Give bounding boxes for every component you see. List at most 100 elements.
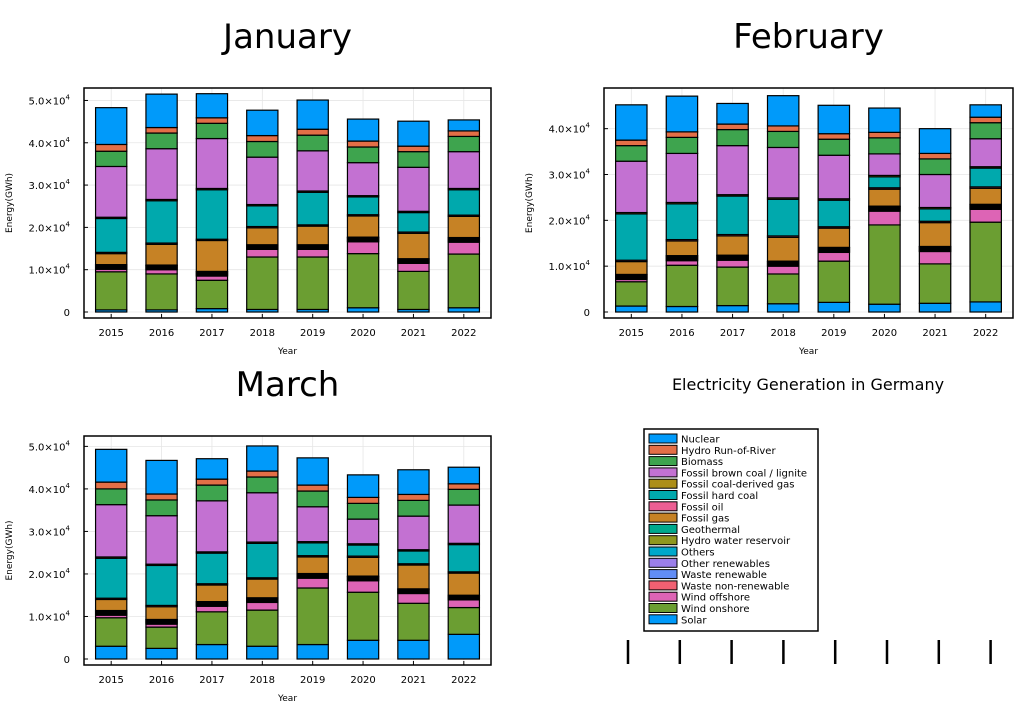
bar-segment-fossil-brown-coal-lignite bbox=[296, 506, 329, 543]
x-tick-label: 2021 bbox=[922, 328, 947, 339]
bar-segment-hydro-run-of-river bbox=[447, 130, 481, 138]
legend-label: Hydro water reservoir bbox=[681, 536, 791, 547]
bar-segment-fossil-hard-coal bbox=[145, 564, 178, 607]
bar-segment-wind-offshore bbox=[246, 601, 279, 611]
plot-frame bbox=[603, 87, 1014, 319]
bar-segment-fossil-brown-coal-lignite bbox=[145, 515, 178, 565]
bar-segment-hydro-run-of-river bbox=[296, 484, 329, 492]
bar-segment-fossil-brown-coal-lignite bbox=[246, 156, 279, 206]
bar-segment-fossil-brown-coal-lignite bbox=[145, 148, 178, 201]
bar-stack-2021 bbox=[397, 120, 430, 313]
legend-swatch bbox=[648, 490, 678, 500]
bar-segment-fossil-brown-coal-lignite bbox=[94, 165, 128, 218]
bar-segment-fossil-brown-coal-lignite bbox=[195, 500, 229, 553]
bar-segment-hydro-run-of-river bbox=[766, 125, 800, 133]
x-tick-label: 2020 bbox=[350, 675, 375, 686]
bar-stack-2019 bbox=[296, 99, 329, 313]
bar-segment-wind-onshore bbox=[94, 617, 128, 647]
bar-segment-biomass bbox=[766, 130, 800, 149]
bar-segment-wind-offshore bbox=[195, 275, 229, 281]
bar-segment-fossil-brown-coal-lignite bbox=[868, 153, 901, 177]
legend-swatch bbox=[648, 535, 678, 546]
bar-segment-fossil-hard-coal bbox=[296, 191, 329, 226]
subplot-march: March 0 1.0×104 2.0×104 3.0×104 4.0×104 5.0×10… bbox=[5, 365, 492, 704]
bar-segment-nuclear bbox=[246, 109, 279, 137]
bar-segment-hydro-run-of-river bbox=[94, 143, 128, 152]
bar-segment-wind-onshore bbox=[397, 602, 430, 641]
bar-stack-2020 bbox=[868, 107, 901, 313]
bar-segment-wind-offshore bbox=[969, 208, 1002, 223]
bar-segment-biomass bbox=[346, 502, 380, 520]
bar-segment-fossil-hard-coal bbox=[346, 196, 380, 216]
bar-segment-biomass bbox=[716, 128, 749, 147]
bar-segment-wind-onshore bbox=[868, 224, 901, 305]
legend-entry-wind-offshore: Wind offshore bbox=[648, 591, 750, 604]
bar-segment-nuclear bbox=[447, 466, 481, 485]
bar-segment-nuclear bbox=[94, 107, 128, 146]
legend-label: Geothermal bbox=[681, 525, 740, 536]
bar-segment-biomass bbox=[868, 137, 901, 155]
bar-segment-wind-offshore bbox=[918, 250, 952, 265]
legend-title: Electricity Generation in Germany bbox=[672, 375, 944, 394]
bar-segment-fossil-gas bbox=[94, 598, 128, 612]
legend-label: Wind offshore bbox=[681, 593, 750, 604]
bar-segment-wind-offshore bbox=[665, 260, 699, 266]
x-axis-label: Year bbox=[798, 347, 818, 357]
bar-segment-hydro-run-of-river bbox=[195, 478, 229, 486]
bar-segment-fossil-brown-coal-lignite bbox=[665, 152, 699, 204]
bar-segment-fossil-brown-coal-lignite bbox=[615, 160, 648, 214]
bar-segment-wind-onshore bbox=[969, 221, 1002, 303]
bar-stack-2022 bbox=[447, 119, 481, 313]
bar-segment-nuclear bbox=[346, 474, 380, 499]
bar-segment-wind-offshore bbox=[346, 580, 380, 593]
bar-segment-fossil-gas bbox=[346, 215, 380, 238]
bar-segment-fossil-hard-coal bbox=[346, 544, 380, 557]
bar-stack-2018 bbox=[246, 445, 279, 660]
legend-axis-ticks bbox=[626, 640, 992, 664]
bar-segment-hydro-run-of-river bbox=[195, 117, 229, 124]
bar-segment-hydro-run-of-river bbox=[397, 493, 430, 501]
bar-segment-fossil-brown-coal-lignite bbox=[246, 492, 279, 543]
bar-segment-wind-onshore bbox=[195, 279, 229, 310]
y-axis-label: Energy(GWh) bbox=[5, 173, 15, 233]
bar-segment-solar bbox=[817, 301, 851, 313]
legend-label: Hydro Run-of-River bbox=[681, 446, 776, 457]
y-tick-label: 4.0×104 bbox=[29, 136, 71, 150]
legend-swatch bbox=[648, 569, 678, 580]
bar-segment-nuclear bbox=[94, 448, 128, 483]
bar-segment-solar bbox=[969, 301, 1002, 313]
bar-segment-hydro-run-of-river bbox=[145, 493, 178, 501]
bar-segment-hydro-run-of-river bbox=[969, 116, 1002, 124]
bar-segment-fossil-brown-coal-lignite bbox=[447, 151, 481, 190]
bar-segment-wind-onshore bbox=[665, 264, 699, 308]
bar-segment-fossil-hard-coal bbox=[868, 176, 901, 189]
bar-segment-fossil-hard-coal bbox=[447, 544, 481, 573]
bar-segment-wind-offshore bbox=[397, 262, 430, 272]
x-tick-label: 2019 bbox=[300, 328, 325, 339]
bar-segment-fossil-gas bbox=[447, 215, 481, 239]
legend-entry-waste-non-renewable: Waste non-renewable bbox=[648, 580, 789, 592]
legend-entry-fossil-oil: Fossil oil bbox=[648, 501, 723, 513]
bar-segment-fossil-hard-coal bbox=[969, 167, 1002, 188]
legend-swatch bbox=[648, 557, 678, 568]
bar-segment-wind-offshore bbox=[766, 265, 800, 275]
legend-label: Waste renewable bbox=[681, 570, 767, 581]
bar-segment-fossil-gas bbox=[447, 572, 481, 596]
bar-segment-hydro-run-of-river bbox=[447, 483, 481, 490]
bar-segment-fossil-hard-coal bbox=[94, 557, 128, 599]
bar-stack-2020 bbox=[346, 118, 380, 313]
bar-segment-fossil-gas bbox=[195, 239, 229, 272]
bar-segment-wind-offshore bbox=[447, 599, 481, 609]
legend-entry-other-renewables: Other renewables bbox=[648, 557, 770, 570]
bar-segment-wind-offshore bbox=[868, 210, 901, 226]
bar-segment-solar bbox=[346, 307, 380, 313]
bar-segment-wind-onshore bbox=[296, 587, 329, 646]
legend-entry-biomass: Biomass bbox=[648, 456, 723, 468]
bar-stack-2015 bbox=[94, 107, 128, 313]
bar-stack-2015 bbox=[615, 104, 648, 313]
legend-entry-fossil-brown-coal-lignite: Fossil brown coal / lignite bbox=[648, 467, 807, 479]
legend-swatch bbox=[648, 614, 678, 625]
legend-swatch bbox=[648, 591, 678, 602]
bar-segment-wind-onshore bbox=[615, 281, 648, 307]
bar-segment-wind-offshore bbox=[447, 241, 481, 255]
